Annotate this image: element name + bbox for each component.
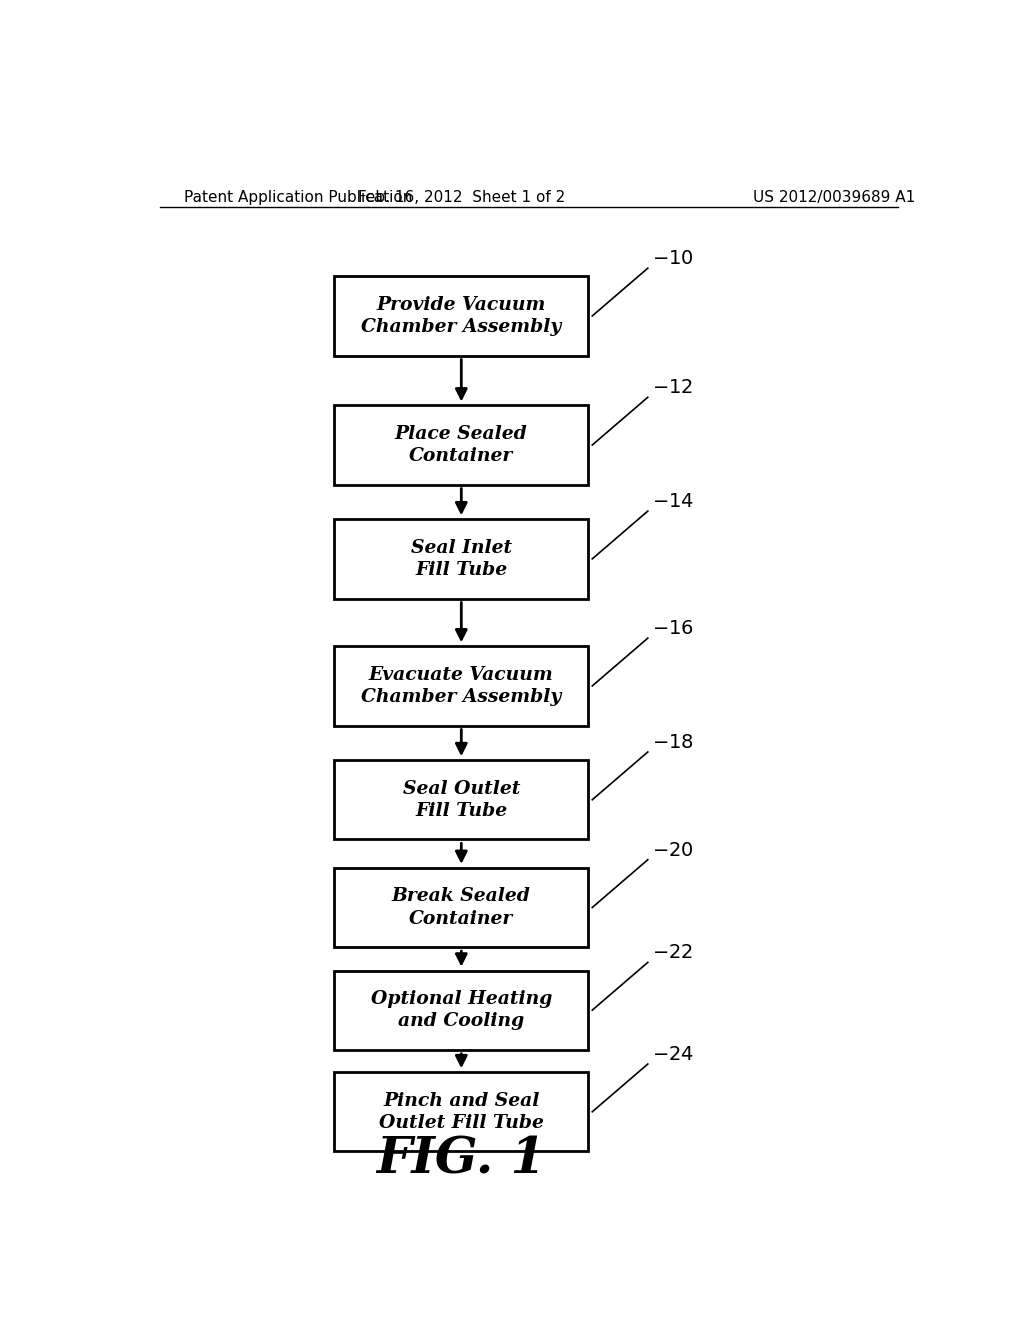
Text: US 2012/0039689 A1: US 2012/0039689 A1	[754, 190, 915, 205]
Bar	[334, 276, 588, 355]
Bar	[334, 867, 588, 948]
Text: Patent Application Publication: Patent Application Publication	[183, 190, 412, 205]
Bar	[334, 405, 588, 484]
Text: $\mathit{-14}$: $\mathit{-14}$	[651, 494, 694, 511]
Text: $\mathit{-12}$: $\mathit{-12}$	[651, 379, 693, 397]
Text: Place Sealed
Container: Place Sealed Container	[395, 425, 527, 465]
Bar	[334, 519, 588, 598]
Text: Pinch and Seal
Outlet Fill Tube: Pinch and Seal Outlet Fill Tube	[379, 1092, 544, 1131]
Bar	[334, 1072, 588, 1151]
Text: $\mathit{-16}$: $\mathit{-16}$	[651, 620, 693, 638]
Text: Evacuate Vacuum
Chamber Assembly: Evacuate Vacuum Chamber Assembly	[361, 665, 561, 706]
Text: Seal Outlet
Fill Tube: Seal Outlet Fill Tube	[402, 780, 520, 820]
Bar	[334, 970, 588, 1049]
Text: $\mathit{-18}$: $\mathit{-18}$	[651, 734, 693, 752]
Text: Seal Inlet
Fill Tube: Seal Inlet Fill Tube	[411, 539, 512, 579]
Text: $\mathit{-20}$: $\mathit{-20}$	[651, 842, 693, 859]
Bar	[334, 760, 588, 840]
Bar	[334, 647, 588, 726]
Text: Break Sealed
Container: Break Sealed Container	[392, 887, 530, 928]
Text: Optional Heating
and Cooling: Optional Heating and Cooling	[371, 990, 552, 1030]
Text: FIG. 1: FIG. 1	[377, 1135, 546, 1184]
Text: Provide Vacuum
Chamber Assembly: Provide Vacuum Chamber Assembly	[361, 296, 561, 337]
Text: $\mathit{-10}$: $\mathit{-10}$	[651, 251, 693, 268]
Text: Feb. 16, 2012  Sheet 1 of 2: Feb. 16, 2012 Sheet 1 of 2	[357, 190, 565, 205]
Text: $\mathit{-22}$: $\mathit{-22}$	[651, 944, 693, 962]
Text: $\mathit{-24}$: $\mathit{-24}$	[651, 1045, 694, 1064]
